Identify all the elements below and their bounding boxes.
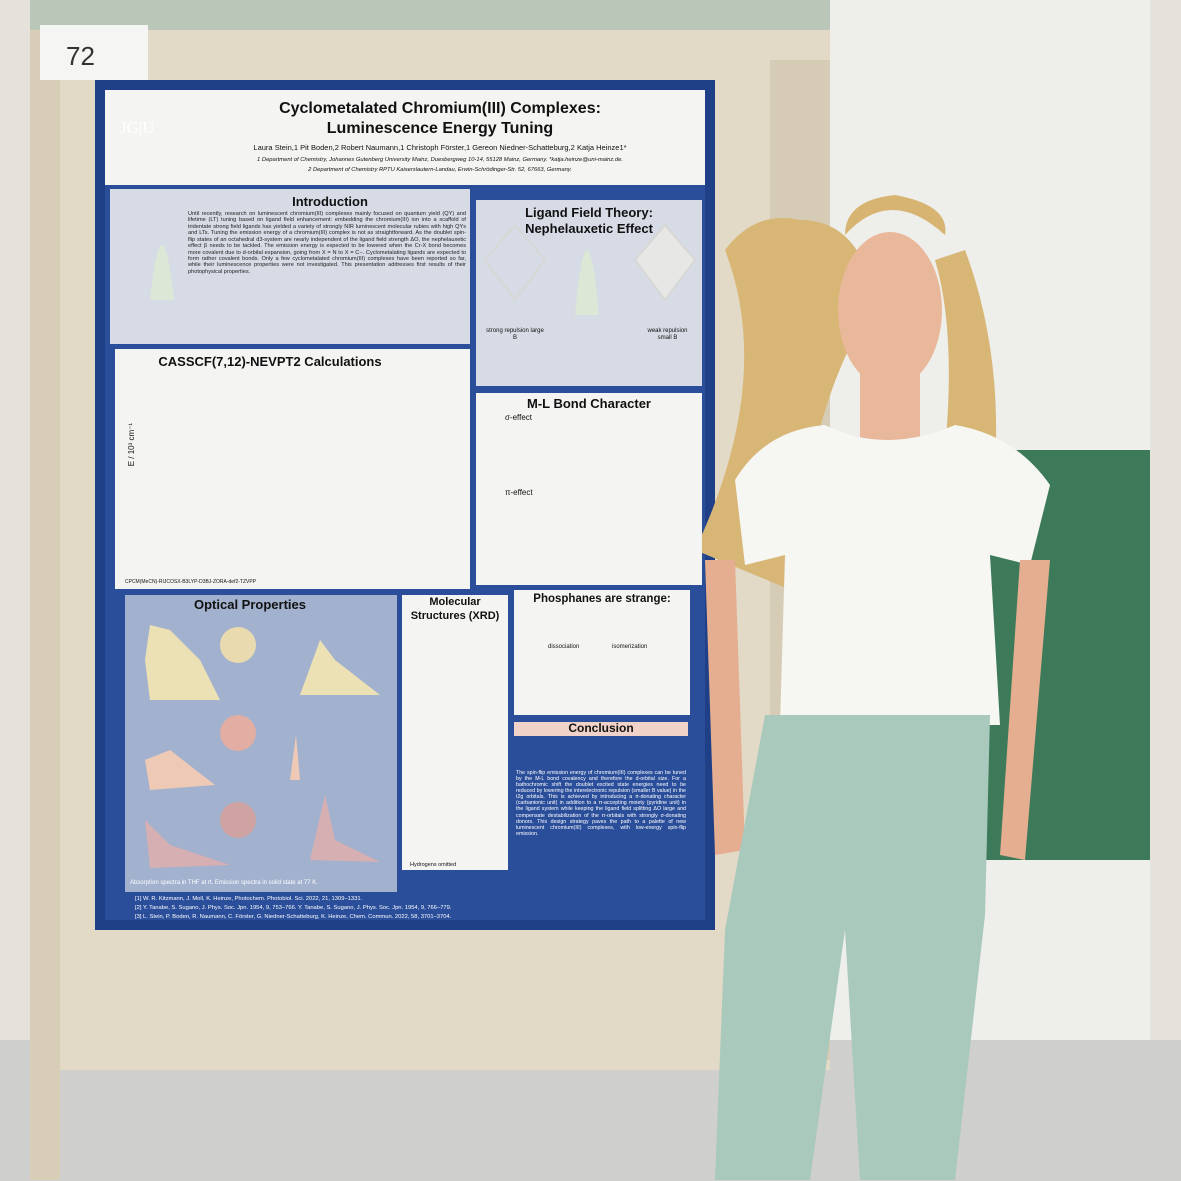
number-sign xyxy=(40,25,148,80)
method-note: CPCM(MeCN)-RIJCOSX-B3LYP-D3BJ-ZORA-def2-… xyxy=(125,579,257,585)
section-heading: Conclusion xyxy=(514,721,688,736)
arm xyxy=(1000,560,1050,860)
shirt xyxy=(735,425,1050,725)
introduction-text: Until recently, research on luminescent … xyxy=(188,211,466,275)
label: σ-effect xyxy=(505,413,533,422)
section-heading: Ligand Field Theory: xyxy=(525,205,653,220)
section-heading: Introduction xyxy=(292,194,368,209)
step-label: isomerization xyxy=(612,644,648,650)
label: strong repulsion large B xyxy=(486,328,544,341)
conclusion-panel xyxy=(514,720,688,870)
phosphanes-panel xyxy=(514,590,690,715)
face xyxy=(838,232,942,388)
conclusion-text: The spin-flip emission energy of chromiu… xyxy=(516,770,686,837)
label: π-effect xyxy=(505,488,533,497)
board-leg xyxy=(30,30,60,1180)
caption: Absorption spectra in THF at rt. Emissio… xyxy=(130,880,318,886)
section-heading: Molecular xyxy=(429,596,481,608)
section-heading: M-L Bond Character xyxy=(527,396,651,411)
section-heading: Nephelauxetic Effect xyxy=(525,221,653,236)
affiliation: 1 Department of Chemistry, Johannes Gute… xyxy=(257,157,623,163)
introduction-panel xyxy=(110,189,470,344)
axis-label: E / 10³ cm⁻¹ xyxy=(127,422,137,467)
reference: [2] Y. Tanabe, S. Sugano, J. Phys. Soc. … xyxy=(135,905,452,911)
optical-panel xyxy=(125,595,397,892)
authors: Laura Stein,1 Pit Boden,2 Robert Naumann… xyxy=(253,143,627,152)
label: weak repulsion small B xyxy=(647,328,688,341)
reference: [3] L. Stein, P. Boden, R. Naumann, C. F… xyxy=(135,914,452,920)
section-heading: Phosphanes are strange: xyxy=(533,593,671,605)
neck xyxy=(860,360,920,450)
section-heading: CASSCF(7,12)-NEVPT2 Calculations xyxy=(158,354,382,369)
ligand-field-panel xyxy=(476,200,702,386)
logo: JG|U xyxy=(120,118,155,137)
trousers xyxy=(715,715,990,1180)
xrd-panel xyxy=(402,595,508,870)
title: Luminescence Energy Tuning xyxy=(326,120,554,137)
reference: [1] W. R. Kitzmann, J. Moll, K. Heinze, … xyxy=(135,896,363,902)
section-heading: Structures (XRD) xyxy=(410,610,500,622)
arm xyxy=(705,560,745,855)
casscf-panel xyxy=(115,349,470,589)
note: Hydrogens omitted xyxy=(410,862,457,868)
hair xyxy=(845,195,946,235)
affiliation: 2 Department of Chemistry RPTU Kaisersla… xyxy=(308,167,572,173)
section-heading: Optical Properties xyxy=(194,597,306,612)
title: Cyclometalated Chromium(III) Complexes: xyxy=(279,100,601,117)
ml-bond-panel xyxy=(476,393,702,585)
header-panel xyxy=(105,90,705,185)
step-label: dissociation xyxy=(548,644,580,650)
sign-number: 72 xyxy=(66,41,95,71)
